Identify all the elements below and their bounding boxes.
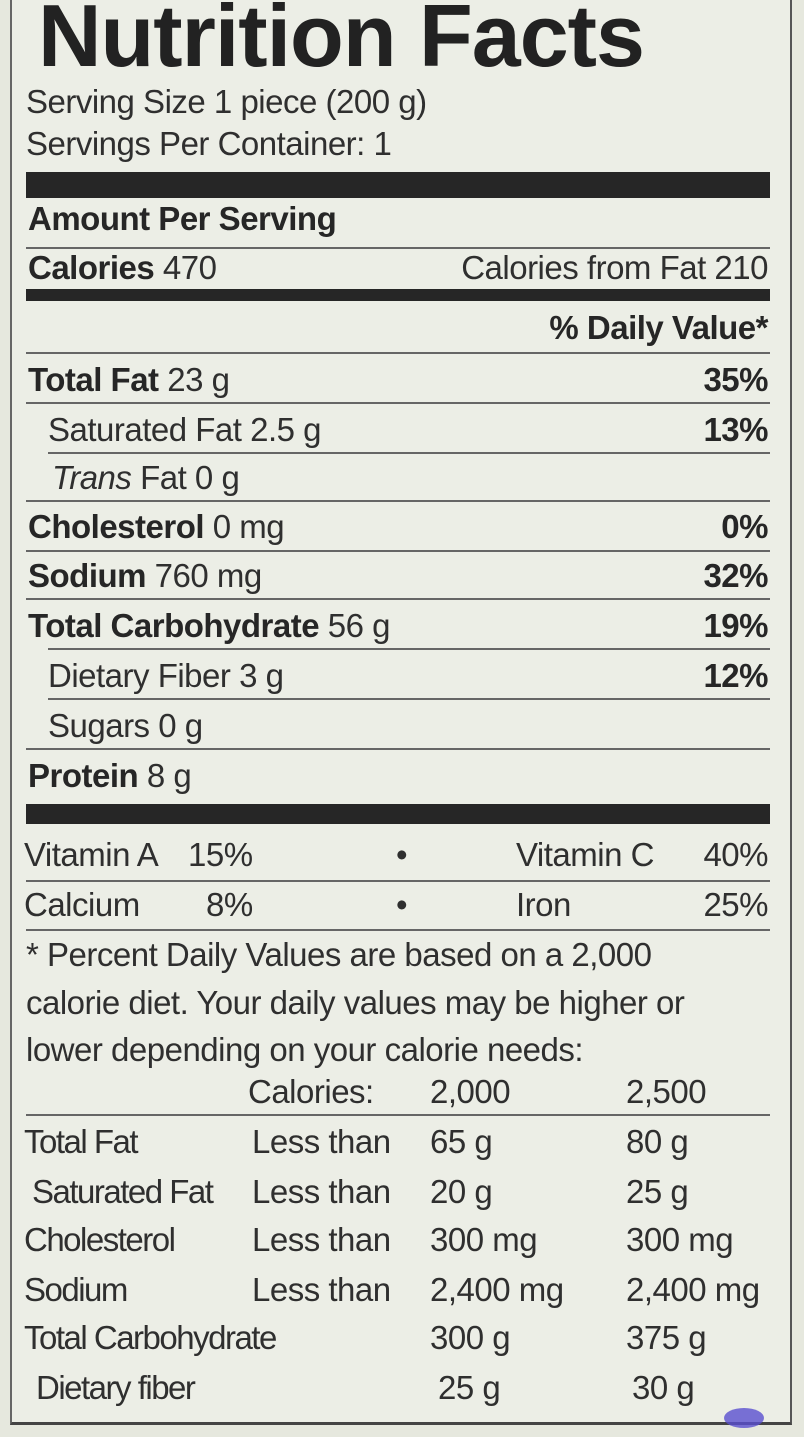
divider <box>26 247 770 249</box>
thick-divider <box>26 172 770 198</box>
divider <box>26 352 770 354</box>
reference-v2: 30 g <box>632 1369 695 1406</box>
amount-per-serving: Amount Per Serving <box>28 200 337 237</box>
nutrient-amount: 56 g <box>327 607 391 644</box>
nutrient-amount: 760 mg <box>154 557 263 594</box>
bullet-icon: • <box>396 836 408 873</box>
reference-v1: 300 g <box>430 1319 511 1356</box>
reference-qual: Less than <box>252 1123 391 1160</box>
nutrient-amount: 2.5 g <box>250 411 322 448</box>
reference-v2: 375 g <box>626 1319 707 1356</box>
medium-divider <box>26 289 770 301</box>
nutrient-amount: 23 g <box>167 361 230 398</box>
reference-qual: Less than <box>252 1173 391 1210</box>
divider <box>26 598 770 600</box>
nutrient-row-protein: Protein 8 g <box>28 756 192 796</box>
reference-col: 2,000 <box>430 1073 511 1110</box>
serving-size: Serving Size 1 piece (200 g) <box>26 83 427 120</box>
nutrient-label: Sodium <box>28 557 147 594</box>
nutrient-label: Total Fat <box>28 361 159 398</box>
divider <box>26 748 770 750</box>
vitamin-value: 40% <box>703 836 768 873</box>
calories-label: Calories <box>28 249 155 286</box>
reference-v1: 25 g <box>438 1369 501 1406</box>
bullet-icon: • <box>396 886 408 923</box>
nutrient-amount: 8 g <box>146 757 192 794</box>
nutrient-dv: 35% <box>703 361 768 398</box>
vitamin-label: Calcium <box>24 886 140 923</box>
divider <box>26 1114 770 1116</box>
divider <box>26 880 770 882</box>
nutrient-label: Total Carbohydrate <box>28 607 320 644</box>
reference-qual: Less than <box>252 1271 391 1308</box>
divider <box>48 698 770 700</box>
divider <box>26 402 770 404</box>
divider <box>48 648 770 650</box>
reference-nutrient: Cholesterol <box>24 1221 176 1258</box>
nutrient-row-trans-fat: Trans Fat 0 g <box>52 458 240 498</box>
reference-v1: 20 g <box>430 1173 493 1210</box>
nutrient-dv: 32% <box>703 557 768 594</box>
reference-v1: 300 mg <box>430 1221 538 1258</box>
reference-nutrient: Total Carbohydrate <box>24 1319 277 1356</box>
reference-v1: 65 g <box>430 1123 493 1160</box>
nutrition-label: Nutrition Facts Serving Size 1 piece (20… <box>10 0 792 1428</box>
vitamin-value: 8% <box>206 886 253 923</box>
reference-nutrient: Total Fat <box>24 1123 139 1160</box>
divider <box>26 550 770 552</box>
reference-v2: 25 g <box>626 1173 689 1210</box>
vitamin-label: Iron <box>516 886 571 923</box>
nutrient-label: Saturated Fat <box>48 411 242 448</box>
nutrient-amount: 3 g <box>239 657 284 694</box>
nutrient-label: Sugars <box>48 707 150 744</box>
vitamin-label: Vitamin C <box>516 836 654 873</box>
calories-value: 470 <box>162 249 217 286</box>
nutrient-row-sugars: Sugars 0 g <box>48 706 203 746</box>
nutrient-label: Protein <box>28 757 139 794</box>
footnote-line: * Percent Daily Values are based on a 2,… <box>26 936 652 973</box>
label-title: Nutrition Facts <box>38 0 645 85</box>
footnote-line: lower depending on your calorie needs: <box>26 1031 584 1068</box>
reference-v2: 300 mg <box>626 1221 734 1258</box>
vitamin-value: 25% <box>703 886 768 923</box>
reference-label: Calories: <box>248 1073 374 1110</box>
reference-col: 2,500 <box>626 1073 707 1110</box>
reference-qual: Less than <box>252 1221 391 1258</box>
reference-v2: 2,400 mg <box>626 1271 760 1308</box>
thick-divider <box>26 804 770 824</box>
divider <box>48 452 770 454</box>
vitamin-value: 15% <box>188 836 253 873</box>
divider <box>26 929 770 931</box>
nutrient-dv: 13% <box>703 411 768 448</box>
nutrient-dv: 0% <box>721 508 768 545</box>
nutrient-label: Trans <box>52 459 132 496</box>
nutrient-amount: Fat 0 g <box>140 459 240 496</box>
reference-nutrient: Sodium <box>24 1271 128 1308</box>
calories-row: Calories 470 <box>28 248 217 288</box>
nutrient-dv: 12% <box>703 657 768 694</box>
nutrient-amount: 0 mg <box>212 508 285 545</box>
nutrient-label: Dietary Fiber <box>48 657 231 694</box>
nutrient-label: Cholesterol <box>28 508 205 545</box>
reference-nutrient: Dietary fiber <box>36 1369 196 1406</box>
nutrient-amount: 0 g <box>158 707 203 744</box>
daily-value-header: % Daily Value* <box>549 309 768 346</box>
servings-per-container: Servings Per Container: 1 <box>26 125 392 162</box>
calories-from-fat: Calories from Fat 210 <box>461 249 768 286</box>
nutrient-dv: 19% <box>703 607 768 644</box>
reference-v1: 2,400 mg <box>430 1271 564 1308</box>
divider <box>26 500 770 502</box>
ink-stamp <box>724 1408 764 1428</box>
reference-nutrient: Saturated Fat <box>32 1173 214 1210</box>
vitamin-label: Vitamin A <box>24 836 159 873</box>
footnote-line: calorie diet. Your daily values may be h… <box>26 984 685 1021</box>
reference-v2: 80 g <box>626 1123 689 1160</box>
